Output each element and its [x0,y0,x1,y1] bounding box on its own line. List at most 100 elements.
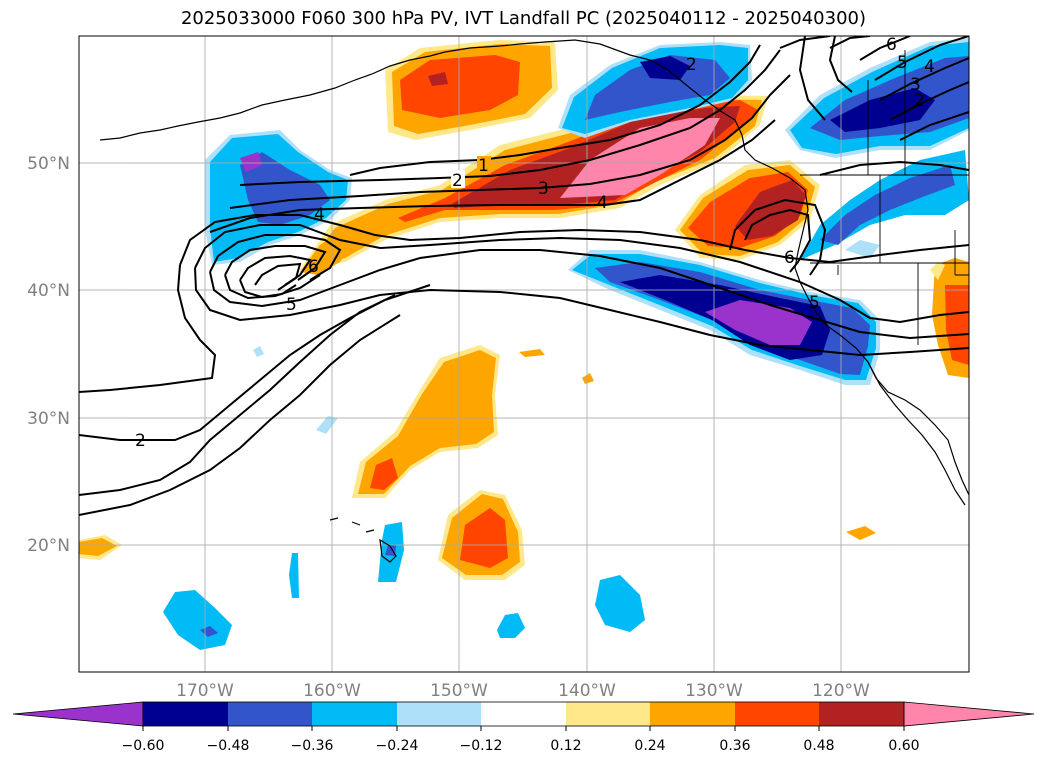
colorbar-tick-label-2: −0.36 [291,738,334,754]
pv-contour-loop-4 [224,245,327,281]
pv-fill-aleutian-purple [240,152,262,172]
contour-label-2-bc: 2 [686,55,697,75]
pv-fill-jet-pink [560,118,720,198]
map-gridlines [79,36,969,672]
pv-contour-ne-3 [798,36,853,121]
colorbar-seg-8 [735,702,819,726]
colorbar-seg-6 [566,702,650,726]
pv-fill-sp6-light [253,346,264,357]
contour-label-2-ne: 2 [914,91,925,111]
lon-label-150w: 150°W [430,681,488,701]
pv-contour-2 [239,49,781,186]
lon-label-140w: 140°W [558,681,616,701]
colorbar-seg-10 [903,701,1035,727]
coastlines [99,39,969,563]
pv-fill-pnw-blue [820,165,955,245]
pv-contour-1 [349,44,761,176]
pv-fill-sp1-cyan [163,590,232,650]
pv-positive-fills [79,40,969,580]
pv-fill-hi-blue [385,545,396,556]
pv-fill-sub1-red [370,458,398,490]
pv-fill-sp3-cyan [497,613,525,638]
colorbar-seg-4 [397,702,481,726]
pv-fill-sp4-cyan [289,553,299,598]
pv-fill-pnw-light [845,240,880,258]
pv-contours [79,36,969,516]
lat-label-40n: 40°N [27,281,70,301]
contour-label-5: 5 [286,295,297,315]
pv-fill-east-red [945,285,969,365]
pv-fill-gulf-alaska-darkred [428,72,448,86]
coast-baja [867,361,966,506]
pv-contour-3 [229,74,791,209]
pv-fill-sub5 [846,526,876,540]
contour-label-6: 6 [308,257,319,277]
pv-contour-loop-6 [254,262,302,291]
pv-fill-canada-navy [830,88,935,132]
pv-contour-4 [209,119,776,233]
pv-contour-south-3 [209,249,969,340]
colorbar-tick-label-5: 0.12 [550,738,581,754]
pv-contour-loop-5 [239,254,312,286]
contour-label-3: 3 [538,179,549,199]
coast-hawaii [329,517,397,563]
pv-fill-aleutian-blue [240,152,330,225]
contour-label-2: 2 [452,171,463,191]
pv-fill-sp2-cyan [595,575,645,632]
contour-label-5-ca: 5 [809,293,820,313]
contour-label-4b: 4 [314,205,325,225]
lat-label-50n: 50°N [27,154,70,174]
lon-label-170w: 170°W [176,681,234,701]
colorbar-frame [142,701,905,727]
contour-label-6-or: 6 [784,248,795,268]
pv-contour-loop-outer [179,214,969,266]
colorbar-seg-9 [819,702,904,726]
coast-aleutians [99,51,446,141]
pv-contour-south-1 [79,264,217,393]
map-area: 1 2 3 4 4 5 6 2 2 5 4 3 2 6 6 5 [79,36,969,672]
map-frame [78,35,970,673]
pv-contour-labels: 1 2 3 4 4 5 6 2 2 5 4 3 2 6 6 5 [135,36,935,451]
border-us [810,175,969,345]
colorbar-seg-7 [650,702,735,726]
pv-fill-sub4 [582,373,594,384]
colorbar-tick-label-1: −0.48 [207,738,250,754]
pv-contour-oregon [744,208,812,273]
pv-contour-loop-3 [209,234,342,281]
pv-fill-bc-blue [585,55,730,120]
colorbar-ticks [142,726,905,731]
colorbar-tick-labels: −0.60 −0.48 −0.36 −0.24 −0.12 0.12 0.24 … [122,738,920,754]
contour-label-1: 1 [478,156,489,176]
lat-label-30n: 30°N [27,409,70,429]
lat-label-20n: 20°N [27,536,70,556]
lon-label-130w: 130°W [685,681,743,701]
colorbar-tick-label-8: 0.48 [803,738,834,754]
colorbar-seg-0 [12,701,144,727]
colorbar-tick-label-3: −0.24 [376,738,419,754]
colorbar-seg-5 [481,702,566,726]
contour-label-2-sub: 2 [135,431,146,451]
pv-contour-loop-2 [194,224,969,324]
contour-label-5-ne: 5 [897,53,908,73]
pv-contour-canada-ne [819,160,969,176]
pv-contour-south-2 [194,267,969,357]
contour-label-4-ne: 4 [924,57,935,77]
pv-fill-small-orange [300,226,356,275]
contour-label-3-ne: 3 [910,75,921,95]
pv-fill-sub3 [519,349,545,357]
pv-contour-ne-1 [779,36,831,49]
colorbar-seg-3 [312,702,397,726]
pv-fill-gulf-alaska-red [400,55,520,118]
pv-fill-trough-purple [705,300,812,345]
longitude-labels: 170°W 160°W 150°W 140°W 130°W 120°W [176,681,870,701]
colorbar-tick-label-9: 0.60 [888,738,919,754]
lon-label-120w: 120°W [812,681,870,701]
pv-contour-ne-2 [829,36,969,141]
pv-fill-sub1-orange [358,350,496,494]
colorbar-tick-label-7: 0.36 [719,738,750,754]
colorbar-tick-label-4: −0.12 [460,738,503,754]
pv-contour-sub-2b [79,294,396,496]
pv-contour-south-5 [239,279,297,299]
map-title: 2025033000 F060 300 hPa PV, IVT Landfall… [180,8,867,29]
